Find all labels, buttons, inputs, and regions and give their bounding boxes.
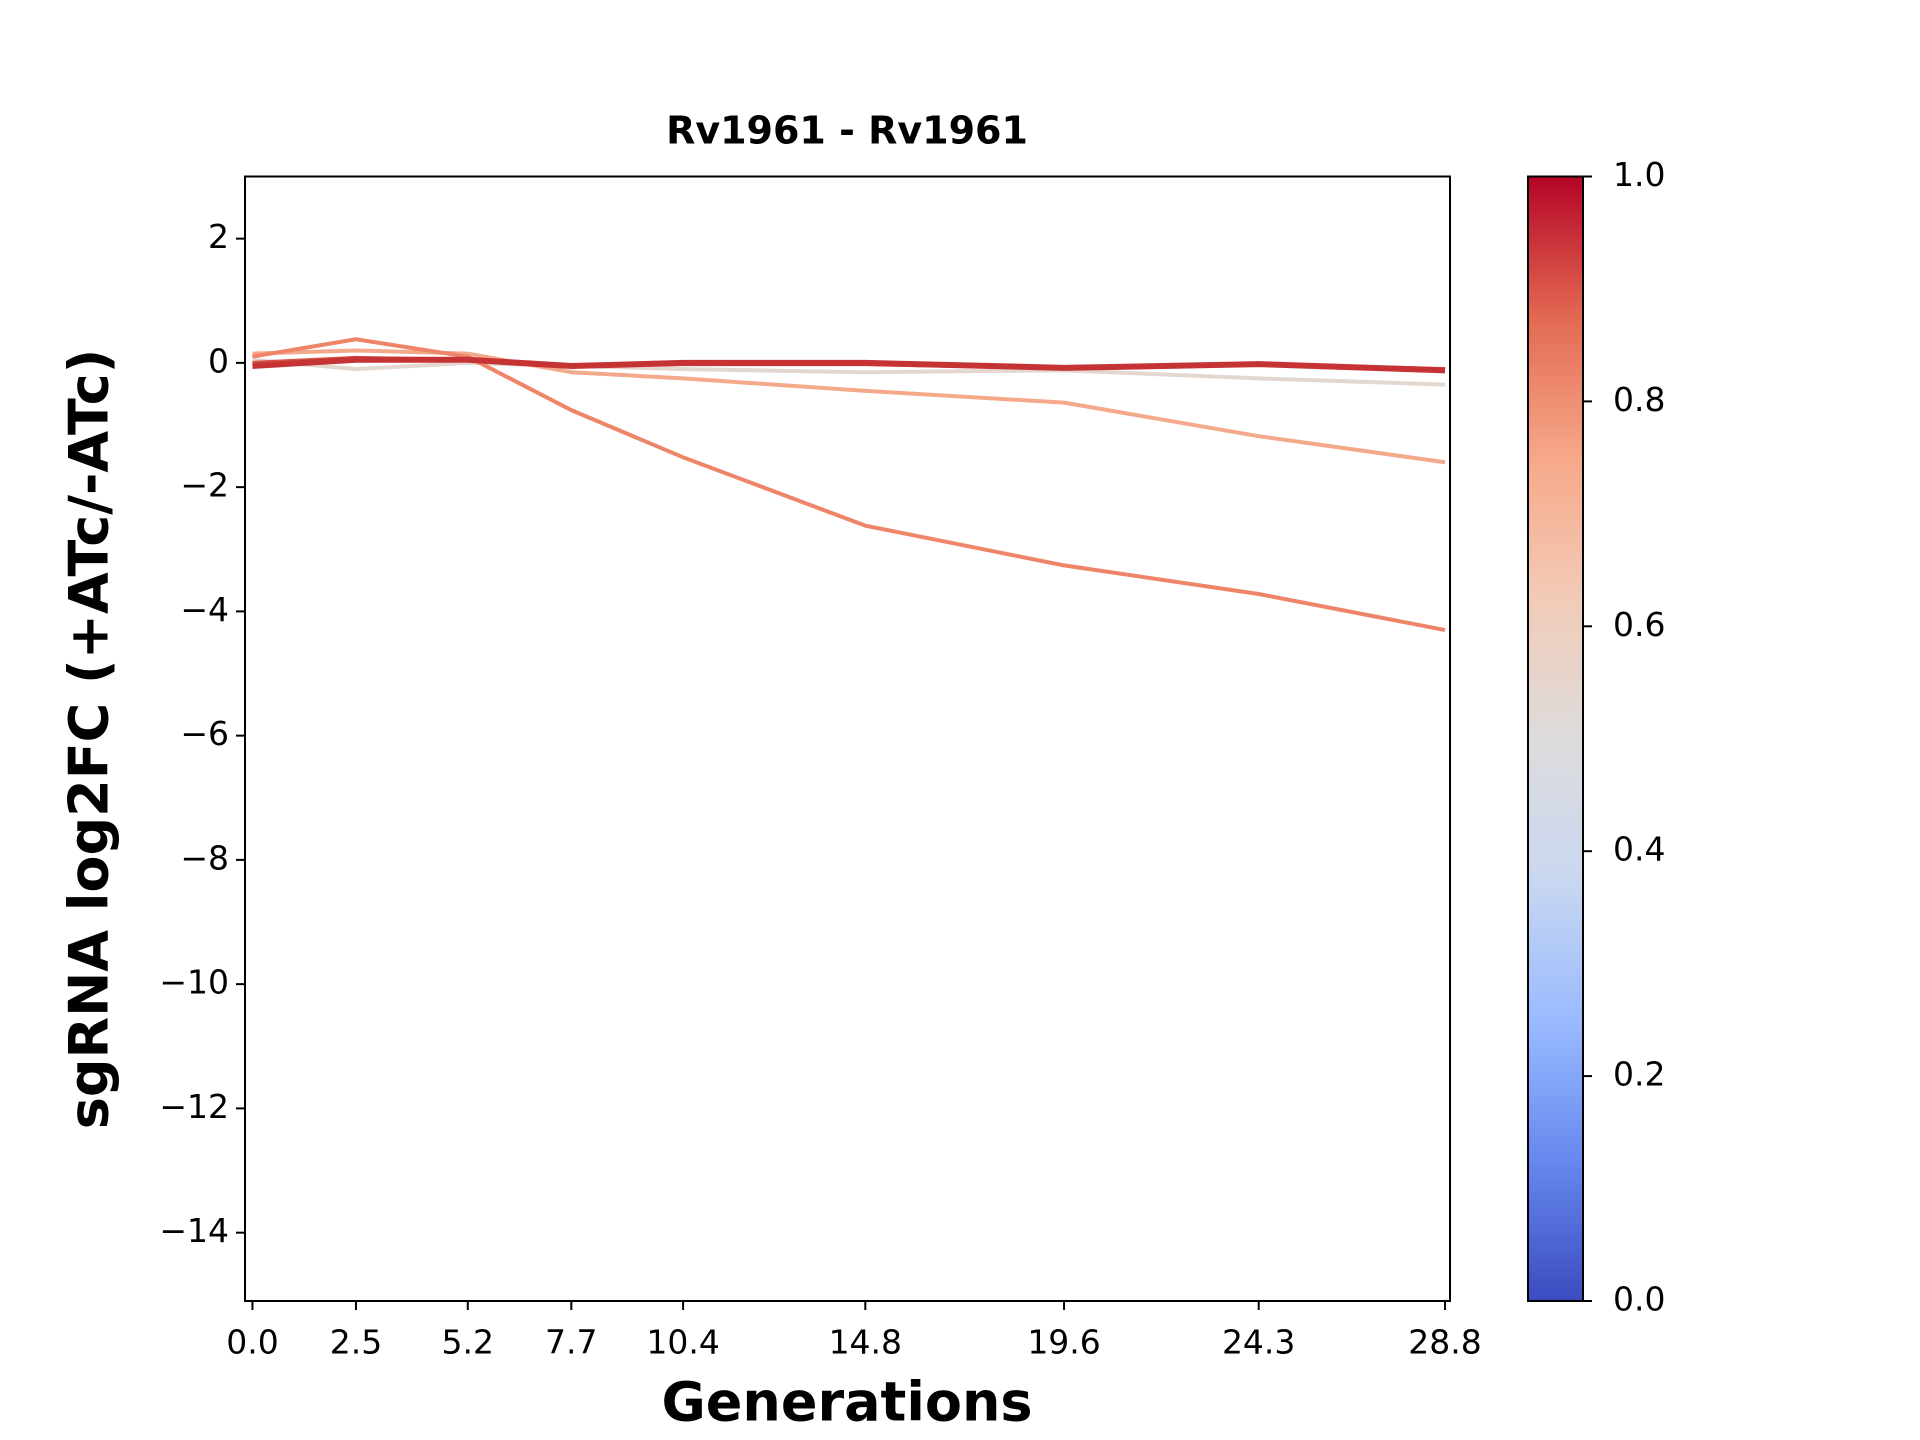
colorbar-tick-label: 0.8 [1613, 380, 1665, 419]
colorbar-tick-label: 0.4 [1613, 830, 1665, 869]
x-tick-label: 7.7 [545, 1323, 597, 1362]
data-line [252, 356, 1446, 374]
y-tick-label: 0 [208, 341, 229, 380]
y-tick-label: −4 [180, 590, 229, 629]
y-tick-label: −2 [180, 466, 229, 505]
y-tick-label: −8 [180, 838, 229, 877]
y-tick-label: −14 [159, 1211, 229, 1250]
y-axis-label: sgRNA log2FC (+ATc/-ATc) [58, 349, 121, 1130]
plot-lines [252, 337, 1446, 632]
colorbar-tick-label: 0.6 [1613, 605, 1665, 644]
x-tick-label: 19.6 [1027, 1323, 1100, 1362]
y-tick-label: −12 [159, 1087, 229, 1126]
chart-title: Rv1961 - Rv1961 [666, 109, 1028, 153]
y-tick-label: −6 [180, 714, 229, 753]
x-tick-label: 28.8 [1408, 1323, 1481, 1362]
x-tick-label: 5.2 [442, 1323, 494, 1362]
x-tick-label: 2.5 [330, 1323, 382, 1362]
data-line [252, 337, 1446, 632]
x-tick-label: 0.0 [226, 1323, 278, 1362]
x-axis-label: Generations [661, 1371, 1032, 1434]
y-tick-label: 2 [208, 217, 229, 256]
x-tick-label: 10.4 [646, 1323, 719, 1362]
data-line [252, 348, 1446, 465]
colorbar-tick-label: 0.0 [1613, 1280, 1665, 1319]
colorbar [1527, 175, 1584, 1302]
data-line [252, 357, 1446, 387]
x-tick-label: 14.8 [829, 1323, 902, 1362]
colorbar-tick-label: 1.0 [1613, 155, 1665, 194]
x-tick-label: 24.3 [1222, 1323, 1295, 1362]
colorbar-tick-label: 0.2 [1613, 1055, 1665, 1094]
plot-frame [244, 175, 1451, 1302]
y-tick-label: −10 [159, 963, 229, 1002]
